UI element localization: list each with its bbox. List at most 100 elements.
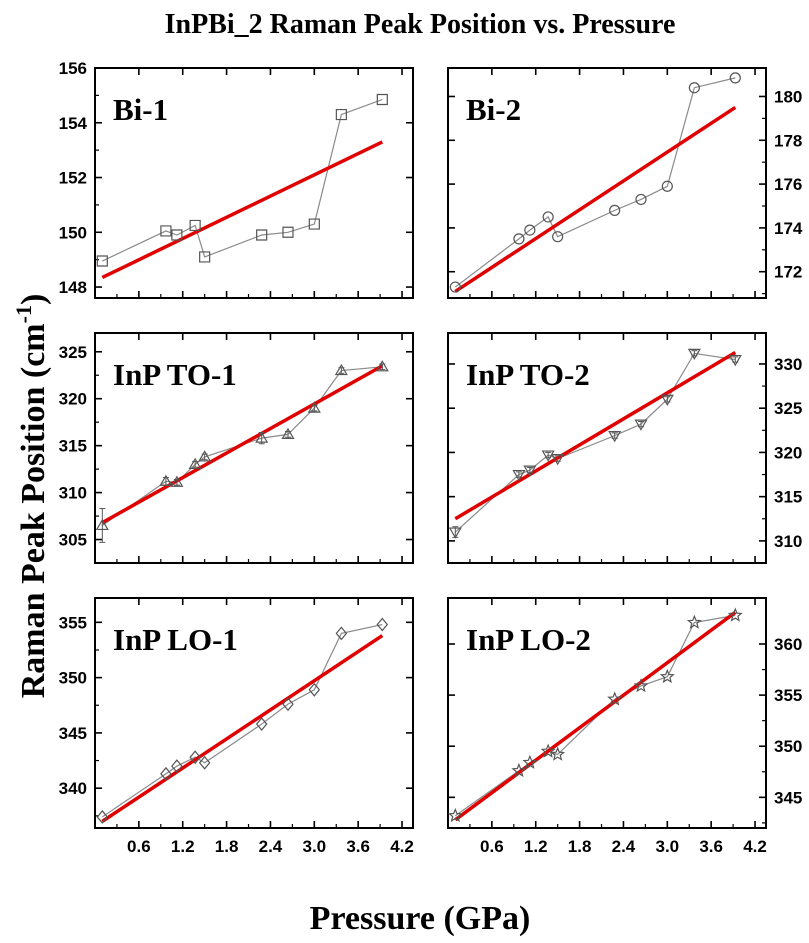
data-point — [307, 401, 321, 413]
linear-fit-line — [101, 634, 384, 823]
panel-bi-1: 148 150 152 154 156 Bi-1 — [59, 59, 414, 299]
panel-inp-lo-2: 0.6 1.2 1.8 2.4 3.0 3.6 4.2 345 350 355 360 InP LO-… — [447, 597, 802, 856]
data-point — [171, 759, 183, 774]
data-point — [160, 766, 172, 781]
data-point — [255, 431, 269, 443]
series-line — [101, 623, 383, 818]
x-axis-label: Pressure (GPa) — [310, 900, 531, 937]
data-point — [96, 810, 109, 824]
data-point — [688, 82, 700, 94]
plot-frame — [447, 332, 767, 564]
data-point — [542, 211, 554, 223]
x-tick-label: 4.2 — [390, 837, 414, 856]
data-point — [659, 668, 675, 684]
y-tick-label: 180 — [774, 87, 802, 106]
y-tick-label: 325 — [59, 343, 87, 362]
data-point — [159, 474, 173, 486]
y-tick-label: 315 — [59, 437, 87, 456]
y-axis-label-main: Raman Peak Position (cm — [15, 323, 52, 698]
y-tick-label: 174 — [774, 219, 803, 238]
y-tick-label: 355 — [774, 686, 802, 705]
y-tick-label: 148 — [59, 278, 87, 297]
y-tick-label: 305 — [59, 531, 87, 550]
panel-label: Bi-1 — [113, 92, 168, 127]
x-tick-label: 4.2 — [743, 837, 767, 856]
data-point — [282, 226, 294, 238]
data-point — [686, 614, 702, 629]
data-point — [729, 72, 741, 84]
x-tick-label: 2.4 — [259, 837, 283, 856]
data-point — [608, 431, 622, 443]
y-tick-label: 310 — [774, 532, 802, 551]
y-tick-label: 172 — [774, 263, 802, 282]
data-point — [334, 363, 348, 376]
data-point — [607, 691, 623, 706]
y-axis-label-close: ) — [15, 294, 52, 305]
y-tick-label: 325 — [774, 399, 802, 418]
data-point — [308, 218, 320, 230]
data-point — [661, 180, 673, 192]
y-tick-label: 345 — [774, 788, 802, 807]
data-point — [189, 219, 201, 232]
x-tick-label: 1.8 — [215, 837, 239, 856]
x-tick-label: 3.6 — [346, 837, 370, 856]
data-point — [540, 743, 556, 758]
y-tick-label: 345 — [59, 724, 87, 743]
data-point — [634, 419, 648, 431]
data-point — [198, 450, 212, 462]
panel-label: InP LO-2 — [466, 622, 591, 657]
y-tick-label: 330 — [774, 355, 802, 374]
x-tick-label: 0.6 — [480, 837, 504, 856]
y-tick-label: 350 — [774, 737, 802, 756]
y-tick-label: 152 — [59, 169, 87, 188]
y-tick-label: 350 — [59, 669, 87, 688]
data-point — [281, 427, 295, 439]
linear-fit-line — [454, 610, 737, 822]
data-point — [189, 750, 201, 765]
data-point — [95, 518, 109, 531]
y-tick-label: 150 — [59, 223, 87, 242]
data-point — [199, 251, 211, 263]
linear-fit-line — [454, 350, 737, 521]
data-point — [170, 475, 184, 487]
data-point — [524, 224, 536, 236]
data-point — [256, 229, 268, 241]
data-point — [282, 697, 294, 712]
y-tick-label: 176 — [774, 175, 802, 194]
y-axis-label: Raman Peak Position (cm-1) — [11, 294, 52, 699]
panel-label: Bi-2 — [466, 92, 521, 127]
panels: 148 150 152 154 156 Bi-1 172 174 176 178 180 Bi-2 30… — [59, 59, 803, 856]
data-point — [447, 807, 463, 823]
plot-frame — [94, 332, 414, 564]
data-point — [551, 454, 565, 466]
y-tick-label: 178 — [774, 131, 802, 150]
x-tick-label: 3.6 — [699, 837, 723, 856]
y-tick-label: 340 — [59, 779, 87, 798]
y-tick-label: 360 — [774, 635, 802, 654]
panel-label: InP TO-2 — [466, 357, 590, 392]
y-tick-label: 154 — [59, 114, 88, 133]
linear-fit-line — [454, 105, 737, 293]
x-tick-label: 1.2 — [171, 837, 195, 856]
y-tick-label: 156 — [59, 59, 87, 78]
data-point — [550, 746, 566, 761]
data-point — [635, 193, 647, 206]
data-point — [522, 754, 538, 769]
data-point — [523, 465, 537, 477]
data-point — [188, 457, 202, 470]
data-point — [308, 682, 321, 697]
data-point — [96, 255, 108, 267]
panel-inp-lo-1: 0.6 1.2 1.8 2.4 3.0 3.6 4.2 340 345 350 355 InP LO-… — [59, 597, 414, 856]
data-point — [727, 607, 743, 622]
data-point — [198, 755, 211, 770]
data-point — [375, 360, 389, 372]
x-tick-label: 1.8 — [568, 837, 592, 856]
data-point — [609, 204, 621, 216]
x-tick-label: 3.0 — [302, 837, 326, 856]
x-tick-label: 2.4 — [612, 837, 636, 856]
data-point — [660, 394, 674, 407]
panel-bi-2: 172 174 176 178 180 Bi-2 — [447, 67, 803, 299]
data-point — [160, 225, 172, 237]
series-line — [454, 352, 736, 533]
